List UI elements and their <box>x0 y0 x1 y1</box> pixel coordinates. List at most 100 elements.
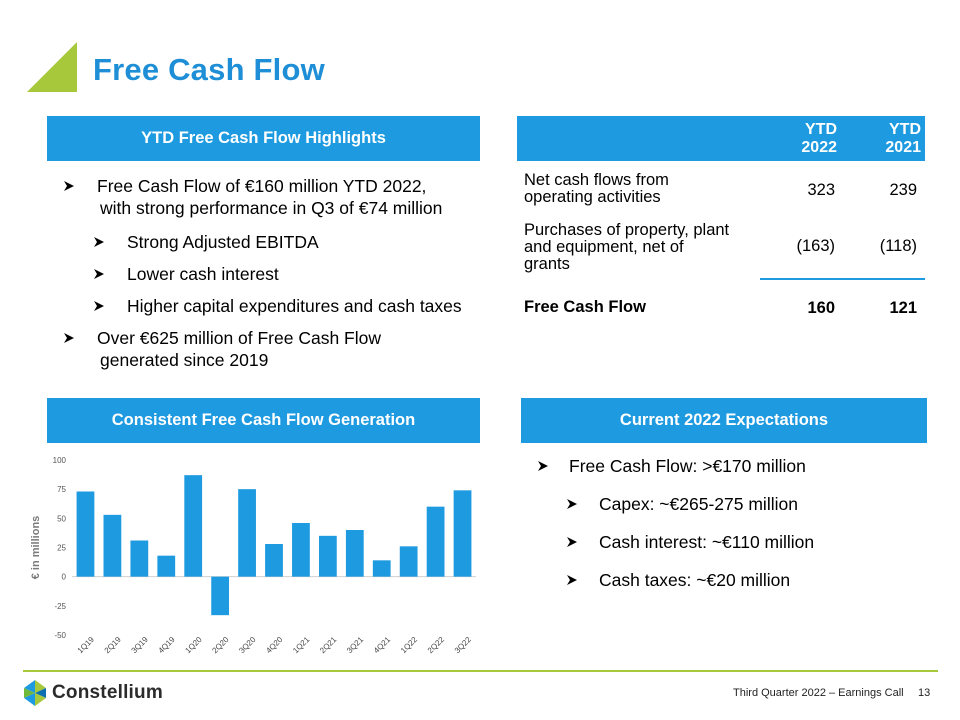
page-number: 13 <box>918 687 931 699</box>
bullet-text: Capex: ~€265-275 million <box>599 494 798 514</box>
company-logo: Constellium <box>24 680 163 706</box>
chart-bar <box>292 523 310 577</box>
label-line: operating activities <box>524 188 661 206</box>
chart-bar <box>265 544 283 577</box>
x-tick-label: 1Q19 <box>76 635 97 656</box>
table-cell-2022: 323 <box>807 181 835 199</box>
x-tick-label: 3Q21 <box>345 635 366 656</box>
arrow-bullet-icon <box>566 493 580 515</box>
list-item: Strong Adjusted EBITDA <box>63 231 493 253</box>
list-item: Capex: ~€265-275 million <box>537 493 937 515</box>
chart-bar <box>130 540 149 577</box>
list-item: Lower cash interest <box>63 263 493 285</box>
table-row-label: Free Cash Flow <box>524 299 646 316</box>
arrow-bullet-icon <box>566 569 580 591</box>
x-tick-label: 3Q19 <box>130 635 151 656</box>
x-tick-label: 3Q20 <box>237 635 258 656</box>
arrow-bullet-icon <box>93 263 107 285</box>
x-tick-label: 1Q22 <box>399 635 420 656</box>
column-header-line: 2021 <box>885 139 921 156</box>
company-name: Constellium <box>52 682 163 703</box>
column-header-line: YTD <box>889 121 921 138</box>
column-header-ytd-2021: YTD 2021 <box>851 121 921 157</box>
table-row-label: Net cash flows from operating activities <box>524 172 669 206</box>
bullet-text: Higher capital expenditures and cash tax… <box>127 296 462 316</box>
expectations-header: Current 2022 Expectations <box>521 398 927 443</box>
footer-event: Third Quarter 2022 – Earnings Call <box>733 687 904 699</box>
label-line: grants <box>524 255 570 273</box>
y-tick-label: 0 <box>62 573 67 582</box>
y-tick-label: -25 <box>54 602 66 611</box>
x-tick-label: 2Q22 <box>426 635 447 656</box>
chart-bar <box>157 555 176 577</box>
y-tick-label: 100 <box>53 456 67 465</box>
footer-divider <box>23 670 938 672</box>
chart-bar <box>318 535 337 577</box>
bullet-text: Lower cash interest <box>127 264 279 284</box>
chart-bar <box>211 576 230 616</box>
chart-bar <box>345 530 364 577</box>
arrow-bullet-icon <box>93 295 107 317</box>
x-tick-label: 4Q20 <box>264 635 285 656</box>
highlights-list: Free Cash Flow of €160 million YTD 2022,… <box>63 175 493 371</box>
chart-bar <box>238 489 256 577</box>
x-tick-label: 1Q20 <box>183 635 204 656</box>
x-tick-label: 2Q19 <box>103 635 124 656</box>
arrow-bullet-icon <box>63 327 77 349</box>
column-header-ytd-2022: YTD 2022 <box>767 121 837 157</box>
table-total-rule <box>760 278 925 280</box>
generation-header: Consistent Free Cash Flow Generation <box>47 398 480 443</box>
table-row-label: Purchases of property, plant and equipme… <box>524 222 729 273</box>
bullet-text-continued: with strong performance in Q3 of €74 mil… <box>100 198 443 218</box>
chart-bar <box>453 490 472 577</box>
list-item: Cash taxes: ~€20 million <box>537 569 937 591</box>
label-line: and equipment, net of <box>524 238 684 256</box>
bullet-text-continued: generated since 2019 <box>100 350 269 370</box>
bullet-text: Free Cash Flow: >€170 million <box>569 456 806 476</box>
label-line: Purchases of property, plant <box>524 221 730 239</box>
arrow-bullet-icon <box>63 175 77 197</box>
table-cell-2021: (118) <box>879 237 917 255</box>
y-tick-label: 75 <box>57 485 66 494</box>
y-axis-label: € in millions <box>30 516 42 580</box>
label-line: Net cash flows from <box>524 171 669 189</box>
chart-bar <box>426 506 445 577</box>
arrow-bullet-icon <box>93 231 107 253</box>
y-tick-label: -50 <box>54 631 66 640</box>
y-tick-label: 25 <box>57 544 66 553</box>
x-tick-label: 2Q20 <box>210 635 231 656</box>
arrow-bullet-icon <box>566 531 580 553</box>
table-cell-2022: 160 <box>807 299 835 317</box>
expectations-list: Free Cash Flow: >€170 million Capex: ~€2… <box>537 455 937 591</box>
column-header-line: 2022 <box>801 139 837 156</box>
list-item: Higher capital expenditures and cash tax… <box>63 295 493 317</box>
chart-bar <box>184 475 203 577</box>
arrow-bullet-icon <box>537 455 551 477</box>
highlights-header: YTD Free Cash Flow Highlights <box>47 116 480 161</box>
constellium-logo-icon <box>24 680 46 706</box>
fcf-bar-chart: € in millions 100 75 50 25 0 -25 -50 1Q19 2Q19 3Q1… <box>30 456 476 656</box>
highlights-header-label: YTD Free Cash Flow Highlights <box>141 129 386 147</box>
list-item: Free Cash Flow: >€170 million <box>537 455 937 477</box>
bullet-text: Strong Adjusted EBITDA <box>127 232 319 252</box>
corner-triangle-decoration <box>27 42 77 92</box>
y-tick-label: 50 <box>57 514 66 523</box>
bullet-text: Cash taxes: ~€20 million <box>599 570 791 590</box>
bullet-text: Free Cash Flow of €160 million YTD 2022, <box>97 176 427 196</box>
list-item: Cash interest: ~€110 million <box>537 531 937 553</box>
bullet-text: Over €625 million of Free Cash Flow <box>97 328 381 348</box>
page-title: Free Cash Flow <box>93 52 325 87</box>
table-cell-2022: (163) <box>796 237 835 255</box>
column-header-line: YTD <box>805 121 837 138</box>
table-cell-2021: 239 <box>889 181 917 199</box>
chart-bar <box>76 491 95 577</box>
table-header-bar <box>517 116 925 161</box>
expectations-header-label: Current 2022 Expectations <box>619 411 829 429</box>
x-tick-label: 4Q21 <box>372 635 393 656</box>
chart-bar <box>372 560 391 577</box>
x-tick-label: 2Q21 <box>318 635 339 656</box>
table-cell-2021: 121 <box>889 299 917 317</box>
x-tick-label: 4Q19 <box>157 635 178 656</box>
x-tick-label: 3Q22 <box>453 635 474 656</box>
chart-bar <box>103 514 122 577</box>
